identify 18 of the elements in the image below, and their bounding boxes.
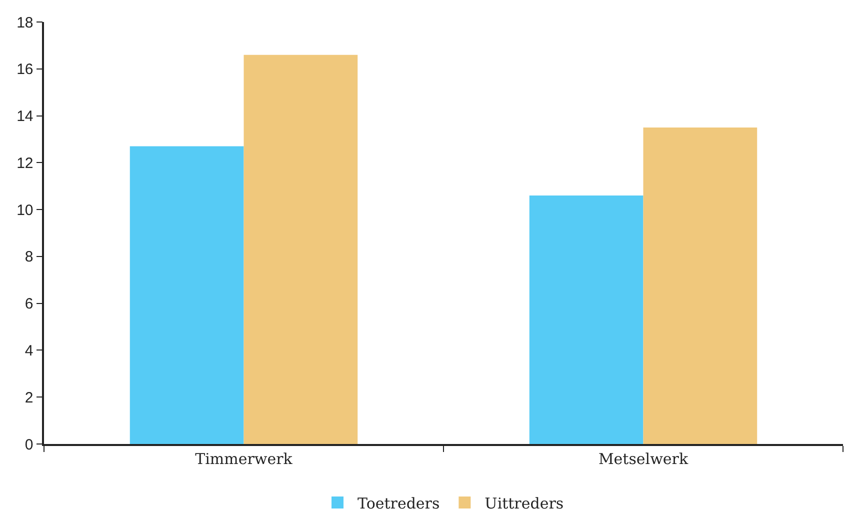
- x-tick-label: Timmerwerk: [195, 450, 294, 468]
- y-tick-label: 2: [24, 389, 34, 406]
- bar: [244, 54, 358, 444]
- y-tick-label: 10: [16, 202, 34, 219]
- y-tick-label: 14: [16, 108, 34, 126]
- y-tick-label: 12: [16, 154, 34, 172]
- x-tick-label: Metselwerk: [598, 450, 689, 468]
- y-tick-label: 8: [24, 248, 34, 266]
- y-tick-label: 6: [24, 296, 34, 313]
- bar: [529, 195, 644, 444]
- legend-label: Toetreders: [358, 494, 440, 512]
- y-tick-label: 4: [24, 342, 34, 360]
- bar: [643, 128, 758, 444]
- y-tick-label: 0: [24, 436, 34, 454]
- y-tick-label: 16: [16, 61, 34, 78]
- y-tick-label: 18: [16, 14, 34, 32]
- bar: [130, 146, 244, 444]
- legend-label: Uittreders: [484, 494, 564, 512]
